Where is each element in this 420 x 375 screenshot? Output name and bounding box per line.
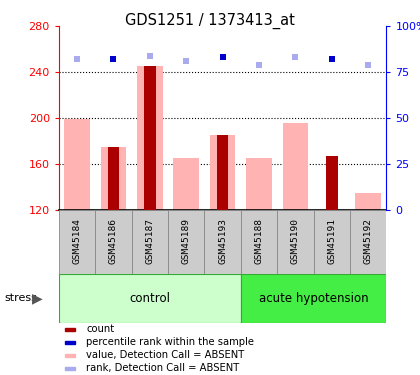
Bar — [246, 158, 272, 210]
Bar — [108, 147, 119, 210]
Text: GSM45190: GSM45190 — [291, 217, 300, 264]
Bar — [217, 135, 228, 210]
Bar — [210, 135, 235, 210]
Text: percentile rank within the sample: percentile rank within the sample — [87, 337, 255, 347]
Bar — [131, 210, 168, 274]
Bar — [144, 66, 156, 210]
Bar — [355, 193, 381, 210]
Text: GSM45193: GSM45193 — [218, 217, 227, 264]
Bar — [173, 158, 199, 210]
Bar — [66, 367, 75, 370]
Bar — [283, 123, 308, 210]
Bar — [59, 274, 241, 322]
Bar — [101, 147, 126, 210]
Text: GSM45191: GSM45191 — [327, 217, 336, 264]
Bar — [66, 341, 75, 344]
Text: GSM45186: GSM45186 — [109, 217, 118, 264]
Text: control: control — [129, 292, 170, 304]
Text: GSM45184: GSM45184 — [73, 217, 81, 264]
Text: acute hypotension: acute hypotension — [259, 292, 368, 304]
Bar — [326, 156, 338, 210]
Bar — [66, 354, 75, 357]
Bar — [205, 210, 241, 274]
Text: ▶: ▶ — [32, 291, 42, 305]
Bar — [277, 210, 314, 274]
Bar — [350, 210, 386, 274]
Text: GSM45189: GSM45189 — [182, 217, 191, 264]
Bar — [64, 119, 90, 210]
Bar — [241, 210, 277, 274]
Text: GDS1251 / 1373413_at: GDS1251 / 1373413_at — [125, 13, 295, 29]
Bar — [95, 210, 131, 274]
Text: stress: stress — [4, 293, 37, 303]
Bar — [241, 274, 386, 322]
Bar — [137, 66, 163, 210]
Text: GSM45188: GSM45188 — [255, 217, 263, 264]
Text: value, Detection Call = ABSENT: value, Detection Call = ABSENT — [87, 350, 244, 360]
Bar — [314, 210, 350, 274]
Bar — [168, 210, 205, 274]
Bar — [66, 328, 75, 330]
Bar — [59, 210, 95, 274]
Text: GSM45187: GSM45187 — [145, 217, 154, 264]
Text: rank, Detection Call = ABSENT: rank, Detection Call = ABSENT — [87, 363, 239, 374]
Text: count: count — [87, 324, 114, 334]
Text: GSM45192: GSM45192 — [364, 217, 373, 264]
